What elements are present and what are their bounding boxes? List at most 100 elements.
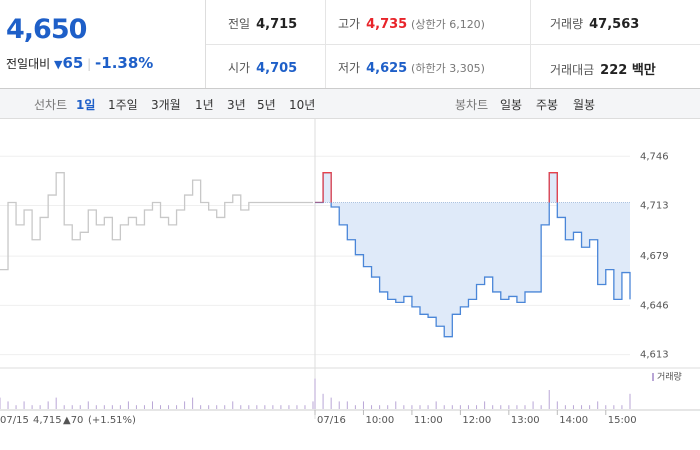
volume-bar <box>443 405 445 409</box>
volume-bar <box>492 405 494 409</box>
volume-bar <box>589 405 591 409</box>
volume-bar <box>55 397 57 409</box>
down-arrow: ▼ <box>54 58 63 71</box>
stat-label: 전일 <box>228 17 251 31</box>
volume-bar <box>500 405 502 409</box>
volume-bar <box>304 405 306 409</box>
stat: 거래량 47,563 <box>550 15 639 32</box>
toolbar-button[interactable]: 5년 <box>257 98 276 112</box>
change-value: 65 <box>62 54 84 72</box>
change-label: 전일대비 <box>6 57 51 71</box>
volume-bar <box>224 405 226 409</box>
volume-bar <box>39 405 41 409</box>
stat-note: (하한가 3,305) <box>411 62 485 75</box>
x-tick-label: 07/16 <box>317 415 346 426</box>
toolbar-button[interactable]: 3개월 <box>151 98 181 112</box>
footer-change: ▲70 <box>63 415 83 426</box>
y-tick-label: 4,713 <box>640 200 669 211</box>
toolbar-button[interactable]: 월봉 <box>573 98 596 112</box>
volume-bar <box>135 405 137 409</box>
stat: 고가 4,735 (상한가 6,120) <box>338 15 485 32</box>
volume-bar <box>103 405 105 409</box>
change-pct: -1.38% <box>95 54 154 72</box>
volume-bar <box>127 401 129 409</box>
volume-bar <box>411 405 413 409</box>
area-fill <box>315 172 630 337</box>
volume-bar <box>160 405 162 409</box>
volume-bar <box>476 405 478 409</box>
volume-bar <box>572 405 574 409</box>
volume-bar <box>168 405 170 409</box>
volume-bar <box>296 405 298 409</box>
price-box: 4,650 전일대비 ▼65 | -1.38% <box>0 0 206 88</box>
y-tick-label: 4,746 <box>640 151 669 162</box>
volume-bar <box>264 405 266 409</box>
volume-bar <box>288 405 290 409</box>
volume-bar <box>362 401 364 409</box>
change: 전일대비 ▼65 | -1.38% <box>6 54 154 72</box>
stat-value: 4,735 <box>366 17 408 32</box>
stat-value: 47,563 <box>589 17 640 32</box>
x-tick-label: 13:00 <box>511 415 540 426</box>
y-tick-label: 4,679 <box>640 251 669 262</box>
volume-bar <box>143 405 145 409</box>
stat-note: (상한가 6,120) <box>411 18 485 31</box>
volume-bar <box>63 405 65 409</box>
stat-label: 거래량 <box>550 17 584 31</box>
volume-bar <box>564 405 566 409</box>
stat-label: 거래대금 <box>550 63 595 77</box>
x-tick-label: 14:00 <box>559 415 588 426</box>
x-tick-label: 12:00 <box>462 415 491 426</box>
volume-bar <box>256 405 258 409</box>
toolbar-button[interactable]: 1년 <box>195 98 214 112</box>
volume-bar <box>346 401 348 409</box>
volume-bar <box>613 405 615 409</box>
volume-bar <box>23 401 25 409</box>
volume-bar <box>314 378 316 409</box>
volume-bar <box>459 405 461 409</box>
volume-bar <box>151 401 153 409</box>
quote-header: 4,650 전일대비 ▼65 | -1.38% 전일 4,715 고가 4,735 … <box>0 0 700 89</box>
toolbar-button[interactable]: 일봉 <box>500 98 523 112</box>
volume-bar <box>597 401 599 409</box>
x-tick-label: 10:00 <box>365 415 394 426</box>
volume-bar <box>379 405 381 409</box>
stat-value: 4,715 <box>256 17 298 32</box>
price-line <box>0 172 313 271</box>
volume-bar <box>0 397 1 409</box>
volume-bar <box>540 405 542 409</box>
volume-bar <box>79 405 81 409</box>
volume-bar <box>7 401 9 409</box>
volume-bar <box>508 405 510 409</box>
toolbar-button[interactable]: 10년 <box>289 98 316 112</box>
volume-bar <box>208 405 210 409</box>
stat: 거래대금 222 백만 <box>550 59 656 78</box>
volume-bar <box>621 405 623 409</box>
volume-bar <box>272 405 274 409</box>
volume-bar <box>200 405 202 409</box>
volume-bar <box>216 405 218 409</box>
stat-label: 저가 <box>338 61 361 75</box>
volume-bar <box>516 405 518 409</box>
volume-bar <box>435 401 437 409</box>
toolbar-button[interactable]: 1일 <box>76 98 96 112</box>
volume-bar <box>371 405 373 409</box>
volume-bar <box>31 405 33 409</box>
volume-bar <box>451 405 453 409</box>
toolbar-button[interactable]: 주봉 <box>536 98 559 112</box>
price-line <box>315 172 631 338</box>
volume-bar <box>354 405 356 409</box>
volume-bar <box>338 401 340 409</box>
toolbar-button[interactable]: 3년 <box>227 98 246 112</box>
toolbar-label: 봉차트 <box>455 98 489 112</box>
volume-bar <box>119 405 121 409</box>
volume-bar <box>47 401 49 409</box>
stat: 전일 4,715 <box>228 15 297 32</box>
volume-bar <box>387 405 389 409</box>
chart: 4,613 4,646 4,679 4,713 4,746 07/15 07/16 10:00… <box>0 119 700 426</box>
volume-bar <box>330 397 332 409</box>
volume-bar <box>605 405 607 409</box>
toolbar-button[interactable]: 1주일 <box>108 98 138 112</box>
volume-bar <box>176 405 178 409</box>
